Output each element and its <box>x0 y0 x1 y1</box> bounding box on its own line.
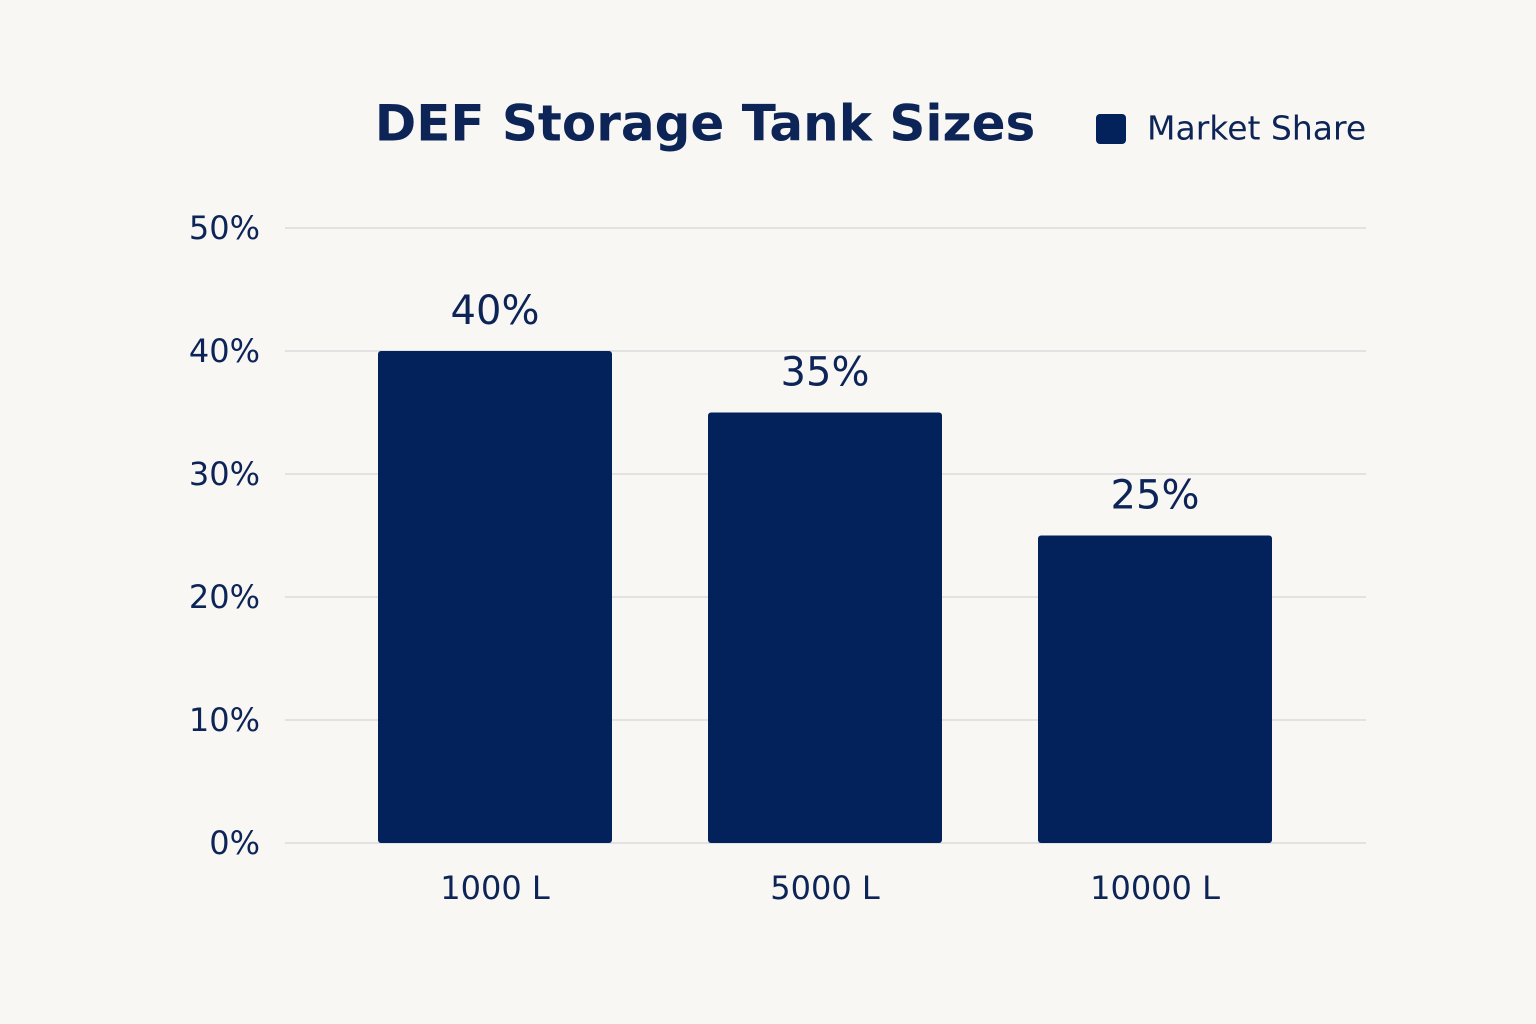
chart-title: DEF Storage Tank Sizes <box>375 95 1036 153</box>
bar <box>378 351 612 843</box>
x-tick-label: 5000 L <box>770 869 880 907</box>
value-label: 25% <box>1111 473 1200 519</box>
legend-swatch <box>1096 114 1126 144</box>
bar <box>1038 535 1272 843</box>
y-tick-label: 40% <box>189 332 260 370</box>
y-tick-label: 0% <box>209 824 260 862</box>
bar <box>708 412 942 843</box>
y-tick-label: 10% <box>189 701 260 739</box>
value-label: 40% <box>451 288 540 334</box>
y-tick-label: 50% <box>189 209 260 247</box>
y-tick-label: 20% <box>189 578 260 616</box>
value-label: 35% <box>781 350 870 396</box>
x-tick-label: 10000 L <box>1090 869 1220 907</box>
y-tick-label: 30% <box>189 455 260 493</box>
legend-label: Market Share <box>1147 109 1366 148</box>
x-tick-label: 1000 L <box>440 869 550 907</box>
